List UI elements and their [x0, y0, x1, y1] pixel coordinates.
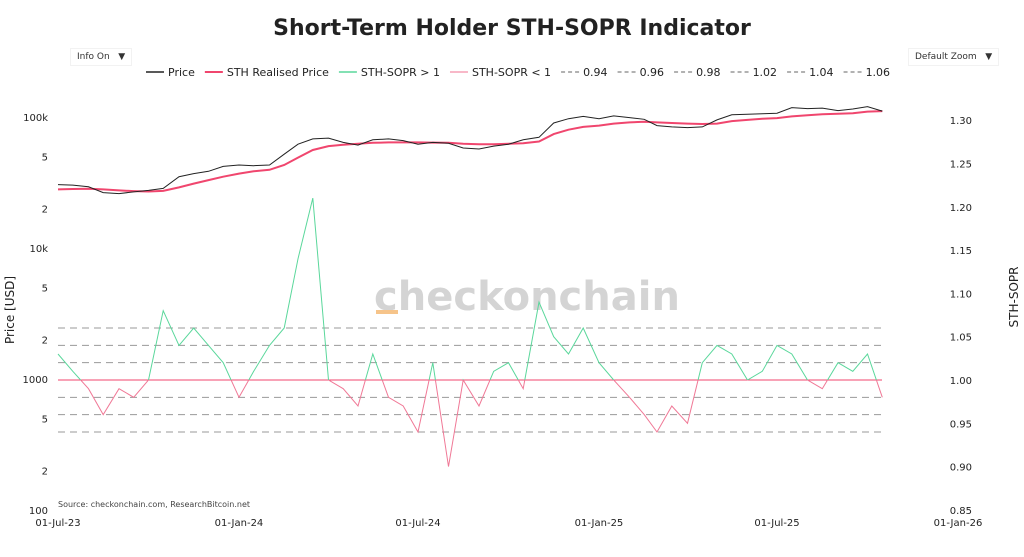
legend-item[interactable]: 1.02 — [753, 66, 778, 79]
y-right-tick: 1.10 — [950, 289, 972, 300]
y-left-label: Price [USD] — [3, 276, 17, 344]
y-left-tick: 5 — [42, 283, 48, 294]
legend-item[interactable]: STH Realised Price — [227, 66, 329, 79]
info-toggle-dropdown[interactable]: Info On ▼ — [70, 48, 133, 66]
legend-item[interactable]: STH-SOPR < 1 — [472, 66, 551, 79]
zoom-label: Default Zoom — [915, 52, 977, 62]
y-right-tick: 1.05 — [950, 333, 972, 344]
y-right-tick: 0.90 — [950, 463, 972, 474]
x-tick: 01-Jan-24 — [215, 518, 264, 529]
x-tick: 01-Jan-25 — [575, 518, 624, 529]
watermark-logo — [376, 310, 398, 314]
legend-item[interactable]: 0.96 — [640, 66, 665, 79]
y-right-tick: 1.00 — [950, 376, 972, 387]
price-line — [57, 106, 883, 195]
sopr-below-line — [79, 380, 883, 467]
y-left-tick: 1000 — [23, 375, 48, 386]
y-left-tick: 2 — [42, 205, 48, 216]
caret-down-icon: ▼ — [118, 52, 126, 62]
y-right-label: STH-SOPR — [1007, 267, 1021, 328]
watermark: checkonchain — [374, 274, 680, 320]
y-left-tick: 10k — [29, 244, 48, 255]
x-tick: 01-Jul-23 — [35, 518, 80, 529]
y-right-tick: 1.30 — [950, 116, 972, 127]
y-left-tick: 100 — [29, 506, 48, 517]
legend-item[interactable]: 0.94 — [583, 66, 608, 79]
zoom-dropdown[interactable]: Default Zoom ▼ — [908, 48, 1000, 66]
y-right-tick: 1.20 — [950, 203, 972, 214]
legend: Price STH Realised Price STH-SOPR > 1 STH-S… — [146, 66, 890, 79]
legend-item[interactable]: Price — [168, 66, 195, 79]
source-note: Source: checkonchain.com, ResearchBitcoi… — [58, 500, 250, 509]
caret-down-icon: ▼ — [985, 52, 993, 62]
sopr-above-line — [57, 197, 877, 380]
y-left-tick: 2 — [42, 467, 48, 478]
y-right-tick: 0.85 — [950, 506, 972, 517]
y-right-tick: 1.25 — [950, 160, 972, 171]
x-tick: 01-Jan-26 — [934, 518, 983, 529]
y-right-tick: 0.95 — [950, 419, 972, 430]
y-left-tick: 2 — [42, 336, 48, 347]
info-label: Info On — [77, 52, 110, 62]
legend-item[interactable]: 1.06 — [866, 66, 891, 79]
legend-item[interactable]: STH-SOPR > 1 — [361, 66, 440, 79]
y-right-tick: 1.15 — [950, 246, 972, 257]
x-tick: 01-Jul-24 — [395, 518, 440, 529]
x-tick: 01-Jul-25 — [754, 518, 799, 529]
y-left-tick: 100k — [23, 113, 48, 124]
legend-item[interactable]: 1.04 — [809, 66, 834, 79]
y-left-tick: 5 — [42, 152, 48, 163]
legend-item[interactable]: 0.98 — [696, 66, 721, 79]
y-left-tick: 5 — [42, 414, 48, 425]
chart-title: Short-Term Holder STH-SOPR Indicator — [273, 16, 751, 41]
sth-realised-price-line — [57, 110, 883, 193]
